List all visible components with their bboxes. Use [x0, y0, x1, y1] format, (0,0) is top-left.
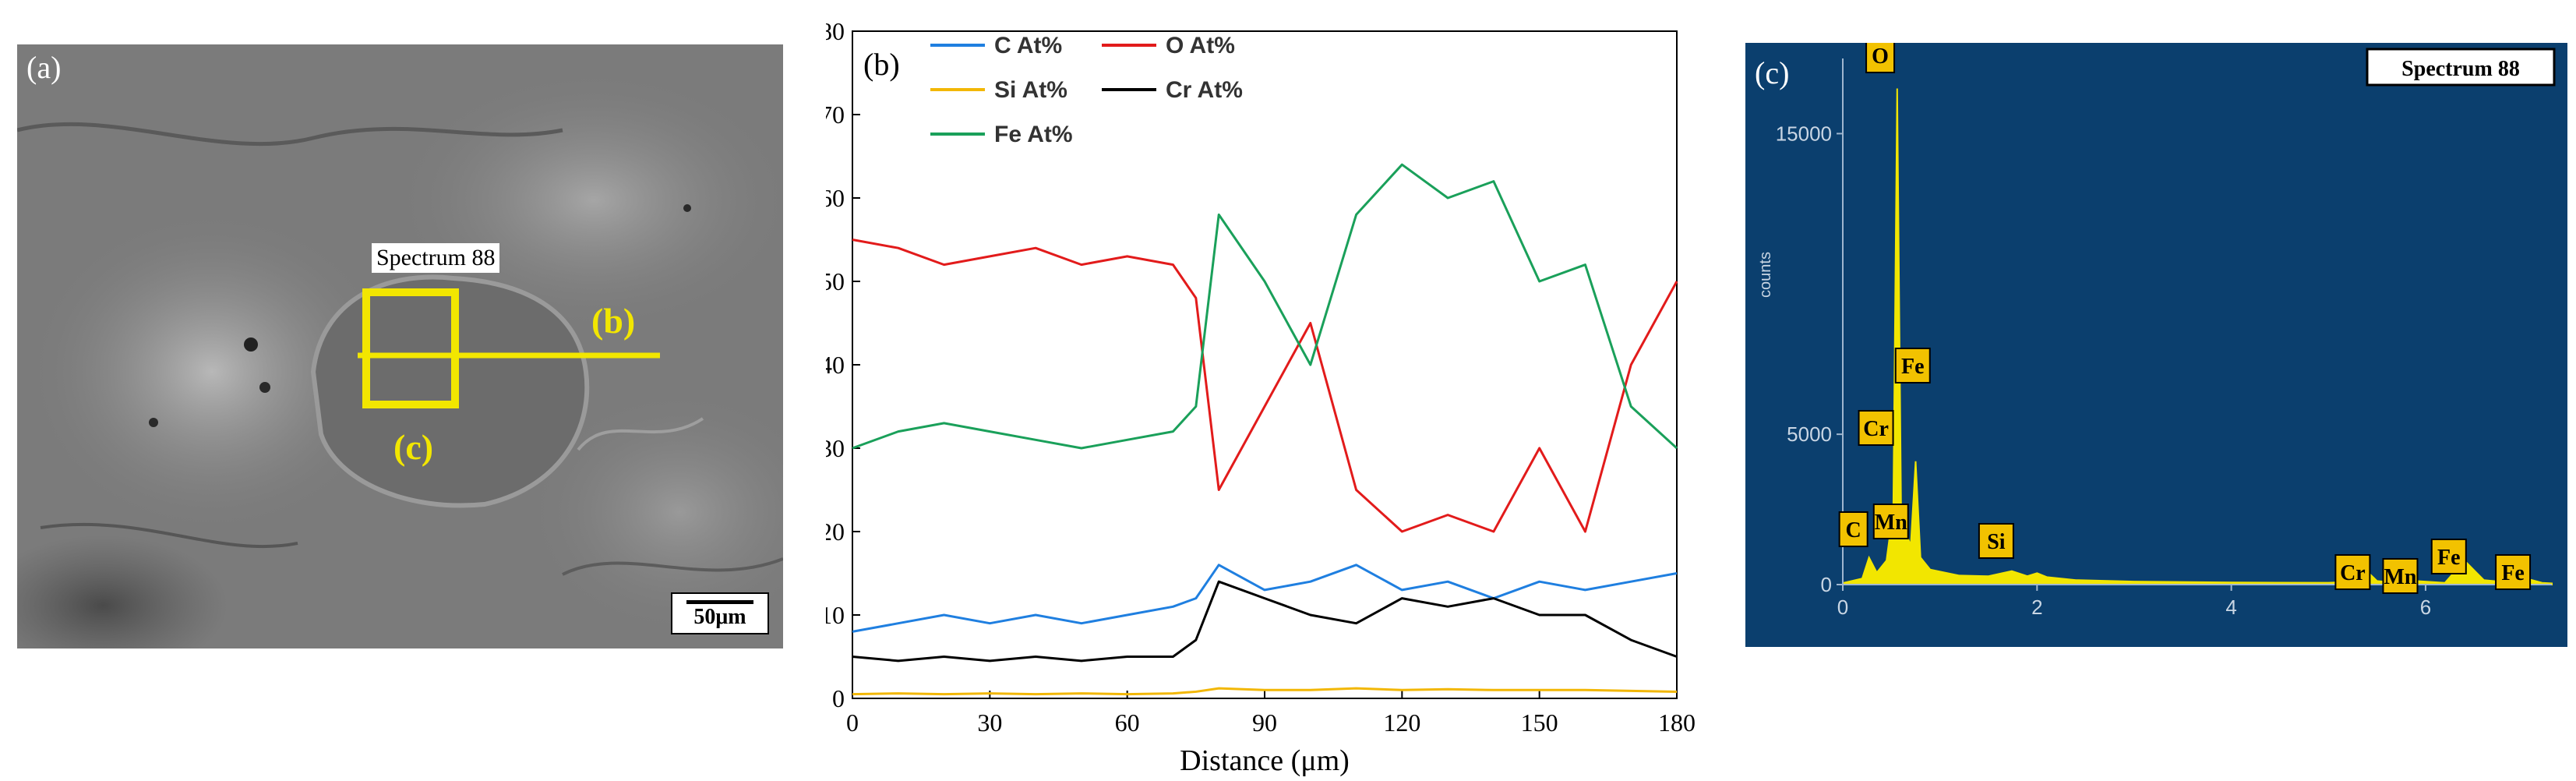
peak-label-mn: Mn — [2384, 565, 2416, 589]
x-tick-label: 0 — [846, 709, 859, 737]
peak-label-cr: Cr — [1863, 417, 1889, 441]
y-tick-label: 0 — [1821, 573, 1832, 596]
y-tick-label: 40 — [826, 351, 845, 379]
panel-b-label: (b) — [863, 47, 900, 82]
linescan-label: (b) — [591, 301, 636, 341]
x-tick-label: 0 — [1837, 595, 1848, 619]
peak-label-fe: Fe — [2501, 561, 2525, 585]
spectrum-label-box: Spectrum 88 — [372, 243, 500, 273]
y-tick-label: 30 — [826, 434, 845, 462]
peak-label-box — [1838, 511, 1868, 547]
scale-bar-label: 50μm — [693, 605, 746, 629]
linescan-chart-svg: 0 10 20 30 40 50 60 70 80 0 30 60 90 120 150 180 Distanc… — [782, 17, 1696, 777]
marker-overlay — [358, 288, 660, 408]
plot-frame — [852, 30, 1678, 699]
x-tick-label: 6 — [2420, 595, 2431, 619]
y-tick-label: 50 — [826, 267, 845, 295]
peak-label-box — [1894, 348, 1931, 383]
legend-label-si: Si At% — [994, 77, 1067, 103]
peak-label-si: Si — [1987, 530, 2006, 554]
scale-bar-line — [686, 600, 753, 604]
y-tick-label: 20 — [826, 518, 845, 546]
y-axis-label: counts — [1757, 252, 1774, 298]
spectrum-area — [1842, 88, 2553, 585]
sem-micrograph: (a) Spectrum 88 (b) (c) 50μm — [17, 44, 783, 648]
peak-label-box — [1858, 410, 1894, 446]
scale-bar: 50μm — [671, 592, 769, 634]
series-line-cr — [852, 580, 1678, 663]
legend-label-c: C At% — [994, 33, 1062, 58]
y-tick-label: 15000 — [1776, 122, 1832, 145]
peak-label-box — [2430, 539, 2467, 574]
x-tick-label: 120 — [1383, 709, 1420, 737]
y-tick-label: 5000 — [1787, 422, 1832, 446]
x-tick-label: 4 — [2225, 595, 2236, 619]
y-tick-label: 10 — [826, 601, 845, 629]
peak-label-mn: Mn — [1875, 511, 1907, 535]
peak-label-c: C — [1846, 518, 1861, 542]
legend-label-fe: Fe At% — [994, 122, 1073, 147]
series-line-o — [852, 239, 1678, 533]
peak-label-cr: Cr — [2340, 561, 2366, 585]
legend-label-o: O At% — [1166, 33, 1235, 58]
panel-a-label: (a) — [26, 50, 62, 85]
series-line-fe — [852, 163, 1678, 450]
eds-spectrum-svg: 0 5000 15000 0 2 4 6 counts (c) Spectrum 88 O Fe Cr C… — [1745, 43, 2567, 647]
peak-label-box — [1978, 523, 2014, 559]
x-tick-label: 60 — [1115, 709, 1140, 737]
legend-label-cr: Cr At% — [1166, 77, 1243, 103]
spectrum-box-marker — [362, 288, 459, 408]
x-axis-label: Distance (μm) — [1180, 744, 1350, 777]
eds-spectrum: 0 5000 15000 0 2 4 6 counts (c) Spectrum 88 O Fe Cr C… — [1745, 43, 2567, 647]
spectrum-title: Spectrum 88 — [2401, 57, 2520, 81]
x-tick-label: 150 — [1521, 709, 1558, 737]
x-tick-label: 2 — [2031, 595, 2042, 619]
peak-label-o: O — [1872, 44, 1889, 69]
y-tick-label: 70 — [826, 101, 845, 129]
linescan-chart: 0 10 20 30 40 50 60 70 80 0 30 60 90 120 150 180 Distanc… — [782, 16, 1745, 777]
sem-texture — [17, 44, 783, 648]
title-box — [2366, 48, 2556, 87]
peak-label-fe: Fe — [2437, 546, 2461, 570]
y-tick-label: 80 — [826, 17, 845, 45]
spectrum-background — [1745, 43, 2567, 647]
peak-label-fe: Fe — [1901, 355, 1925, 379]
peak-label-box — [2382, 558, 2419, 594]
peak-label-box — [2495, 554, 2532, 590]
peak-label-box — [1872, 504, 1909, 539]
x-tick-label: 180 — [1658, 709, 1696, 737]
series-line-c — [852, 564, 1678, 633]
x-tick-label: 30 — [977, 709, 1002, 737]
y-tick-label: 0 — [832, 684, 845, 712]
x-tick-label: 90 — [1252, 709, 1277, 737]
peak-label-box — [1865, 43, 1896, 73]
y-tick-label: 60 — [826, 184, 845, 212]
box-label: (c) — [393, 427, 434, 467]
series-line-si — [852, 687, 1678, 696]
panel-c-label: (c) — [1755, 55, 1789, 90]
peak-label-box — [2334, 554, 2371, 590]
